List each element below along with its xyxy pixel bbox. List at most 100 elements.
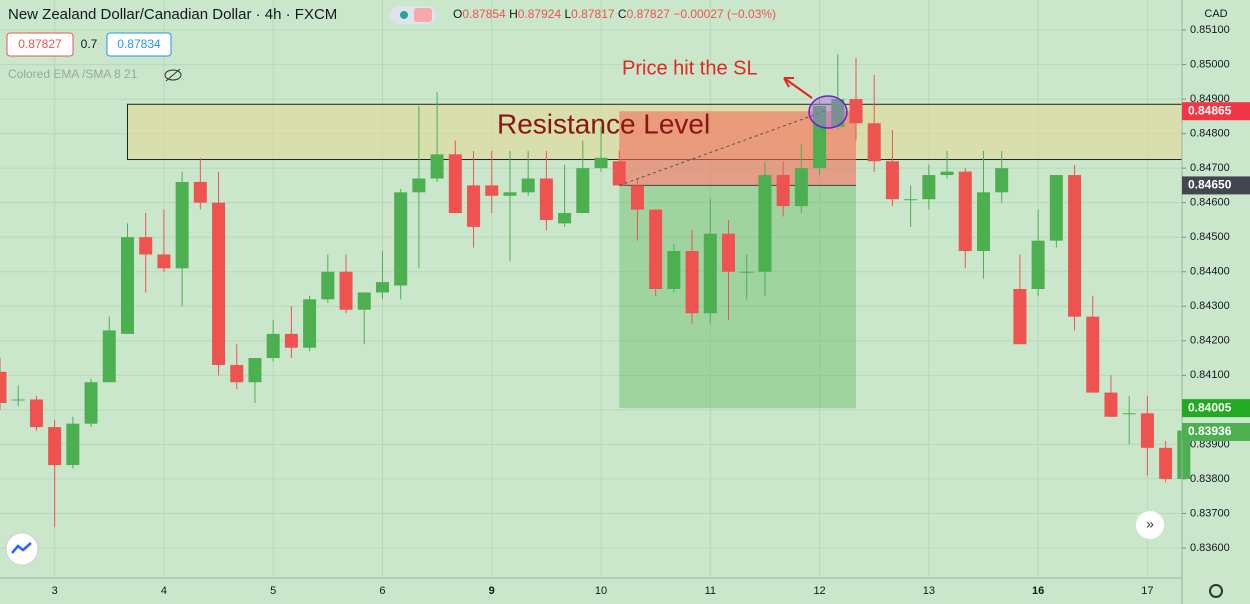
candle-body — [193, 181, 207, 203]
bid-box[interactable] — [6, 32, 74, 57]
candle-body — [1159, 447, 1173, 479]
candle-body — [157, 254, 171, 269]
settings-icon[interactable] — [1209, 584, 1223, 598]
candle-body — [430, 154, 444, 179]
candle-body — [412, 178, 426, 193]
price-tag — [1182, 422, 1250, 441]
bid: 0.87827 — [18, 37, 62, 51]
candle-body — [867, 123, 881, 162]
candle-body — [84, 382, 98, 424]
spread: 0.7 — [81, 37, 98, 51]
candle-body — [649, 209, 663, 289]
trade-line — [619, 109, 829, 186]
sl-highlight — [808, 95, 848, 129]
candle-body — [885, 161, 899, 200]
candle-body — [485, 185, 499, 196]
candle-body — [630, 185, 644, 210]
candle-body — [1104, 392, 1118, 417]
y-tick-label: 0.85000 — [1190, 58, 1230, 70]
candle-body — [612, 161, 626, 186]
candle-body — [29, 399, 43, 428]
y-tick-label: 0.84500 — [1190, 231, 1230, 243]
ohlc: O0.87854 H0.87924 L0.87817 C0.87827 −0.0… — [453, 7, 776, 21]
chart-title: New Zealand Dollar/Canadian Dollar · 4h … — [8, 6, 337, 23]
candle-body — [539, 178, 553, 220]
candle-body — [758, 175, 772, 272]
ohlc-c: 0.87827 — [627, 7, 671, 21]
candle-body — [11, 399, 25, 401]
candle-body — [1031, 240, 1045, 289]
candle-body — [230, 364, 244, 383]
y-tick-label: 0.83900 — [1190, 438, 1230, 450]
candle-body — [1049, 175, 1063, 241]
y-tick-label: 0.83800 — [1190, 473, 1230, 485]
y-tick-label: 0.84100 — [1190, 369, 1230, 381]
candle-body — [940, 171, 954, 176]
candle-body — [66, 423, 80, 466]
zone-label: Resistance Level — [497, 108, 710, 139]
candle-body — [813, 106, 827, 169]
candle-body — [375, 282, 389, 293]
candle-body — [284, 333, 298, 348]
x-tick-label: 16 — [1032, 585, 1044, 597]
candle-body — [685, 251, 699, 314]
candle-body — [303, 299, 317, 348]
candle-body — [976, 192, 990, 252]
candle-body — [1140, 413, 1154, 448]
y-tick-label: 0.84200 — [1190, 335, 1230, 347]
candle-body — [120, 237, 134, 334]
candle-body — [1177, 430, 1191, 479]
candle-body — [48, 427, 62, 466]
ask: 0.87834 — [117, 37, 161, 51]
x-tick-label: 3 — [52, 585, 58, 597]
candle-body — [722, 233, 736, 272]
candle-body — [102, 330, 116, 383]
annotation-arrow — [783, 77, 813, 99]
y-tick-label: 0.84900 — [1190, 93, 1230, 105]
candle-body — [321, 271, 335, 300]
ohlc-o-label: O — [453, 7, 462, 21]
ohlc-l: 0.87817 — [571, 7, 615, 21]
candle-body — [448, 154, 462, 214]
candle-body — [831, 99, 845, 127]
candle-body — [776, 175, 790, 207]
x-tick-label: 10 — [595, 585, 607, 597]
ohlc-h-label: H — [509, 7, 518, 21]
candle-body — [794, 168, 808, 207]
ohlc-h: 0.87924 — [518, 7, 562, 21]
y-tick-label: 0.85100 — [1190, 24, 1230, 36]
y-tick-label: 0.83600 — [1190, 542, 1230, 554]
candle-body — [1086, 316, 1100, 393]
ohlc-c-label: C — [618, 7, 627, 21]
scroll-button[interactable] — [1136, 511, 1164, 539]
y-tick-label: 0.84400 — [1190, 266, 1230, 278]
logo-mark — [11, 542, 32, 554]
candle-body — [266, 333, 280, 359]
ask-box[interactable] — [106, 32, 172, 57]
plot-area: Resistance Level Price hit the SL — [0, 0, 1191, 578]
candle-body — [703, 233, 717, 314]
candle-body — [1068, 175, 1082, 317]
ohlc-o: 0.87854 — [462, 7, 506, 21]
hide-icon[interactable] — [164, 68, 182, 82]
annotation: Price hit the SL — [622, 57, 758, 79]
x-tick-label: 9 — [489, 585, 495, 597]
price-tag — [1182, 102, 1250, 121]
scroll-icon: » — [1146, 516, 1154, 532]
x-tick-label: 13 — [923, 585, 935, 597]
y-tick-label: 0.84300 — [1190, 300, 1230, 312]
candle-body — [922, 175, 936, 200]
currency: CAD — [1204, 8, 1227, 20]
price-tag-label: 0.84005 — [1188, 400, 1232, 414]
indicator: Colored EMA /SMA 8 21 — [8, 67, 138, 81]
y-tick-label: 0.84800 — [1190, 128, 1230, 140]
candle-body — [175, 181, 189, 269]
ohlc-l-label: L — [564, 7, 571, 21]
candle-body — [558, 213, 572, 224]
candle-body — [339, 271, 353, 310]
candle-body — [740, 271, 754, 273]
candle-body — [503, 192, 517, 196]
price-tag-label: 0.84650 — [1188, 178, 1232, 192]
x-tick-label: 17 — [1141, 585, 1153, 597]
